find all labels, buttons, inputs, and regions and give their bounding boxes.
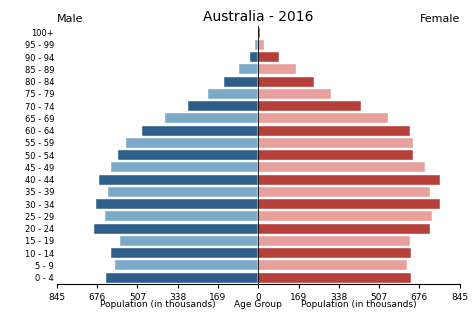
Bar: [255, 40, 258, 50]
Text: Male: Male: [57, 14, 83, 24]
Bar: [94, 224, 258, 234]
Bar: [258, 224, 430, 234]
Bar: [142, 125, 258, 136]
Bar: [258, 248, 411, 258]
Bar: [105, 211, 258, 221]
Bar: [258, 113, 388, 123]
Bar: [258, 27, 260, 38]
Bar: [258, 199, 439, 209]
Bar: [258, 40, 264, 50]
Bar: [118, 150, 258, 160]
Text: Female: Female: [419, 14, 460, 24]
Text: Population (in thousands): Population (in thousands): [100, 300, 215, 309]
Bar: [108, 187, 258, 197]
Bar: [110, 162, 258, 172]
Title: Australia - 2016: Australia - 2016: [203, 10, 314, 24]
Bar: [258, 138, 413, 148]
Bar: [258, 150, 413, 160]
Bar: [258, 77, 314, 86]
Bar: [99, 175, 258, 185]
Bar: [258, 162, 425, 172]
Bar: [188, 101, 258, 111]
Bar: [239, 64, 258, 74]
Bar: [258, 125, 410, 136]
Bar: [224, 77, 258, 86]
Bar: [258, 273, 411, 283]
Bar: [126, 138, 258, 148]
Bar: [258, 175, 439, 185]
Bar: [258, 89, 331, 99]
Bar: [258, 52, 279, 62]
Bar: [258, 187, 430, 197]
Bar: [165, 113, 258, 123]
Bar: [120, 236, 258, 246]
Bar: [258, 101, 361, 111]
Bar: [96, 199, 258, 209]
Bar: [258, 260, 407, 271]
Bar: [110, 248, 258, 258]
Text: Age Group: Age Group: [234, 300, 283, 309]
Bar: [258, 64, 296, 74]
Bar: [115, 260, 258, 271]
Bar: [250, 52, 258, 62]
Bar: [106, 273, 258, 283]
Bar: [258, 236, 410, 246]
Bar: [208, 89, 258, 99]
Bar: [257, 27, 258, 38]
Text: Population (in thousands): Population (in thousands): [301, 300, 417, 309]
Bar: [258, 211, 432, 221]
